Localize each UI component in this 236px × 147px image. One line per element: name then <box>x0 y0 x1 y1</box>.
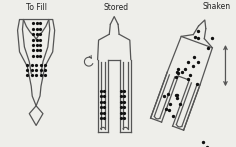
Text: Shaken: Shaken <box>202 2 230 11</box>
Text: To Fill: To Fill <box>26 3 47 12</box>
Text: Stored: Stored <box>104 3 129 12</box>
